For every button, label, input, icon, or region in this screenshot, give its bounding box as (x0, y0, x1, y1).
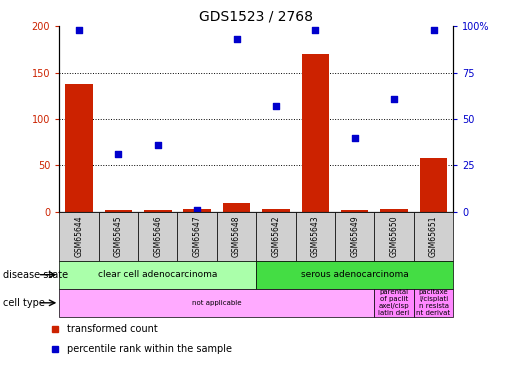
Bar (222, 202, 250, 212)
Text: transformed count: transformed count (66, 324, 158, 334)
Bar (420, 158, 448, 212)
Text: GSM65648: GSM65648 (232, 216, 241, 257)
Text: GSM65647: GSM65647 (193, 215, 201, 257)
Text: cell type: cell type (3, 298, 44, 308)
Text: GSM65649: GSM65649 (350, 215, 359, 257)
Bar (414, 212, 453, 261)
Bar (59, 212, 99, 261)
Bar (177, 212, 217, 261)
Bar (59, 289, 374, 317)
Bar (65, 84, 93, 212)
Text: GSM65643: GSM65643 (311, 215, 320, 257)
Text: serous adenocarcinoma: serous adenocarcinoma (301, 270, 408, 279)
Point (311, 27, 319, 33)
Bar (138, 212, 177, 261)
Point (193, 207, 201, 213)
Point (232, 36, 241, 42)
Bar (99, 212, 138, 261)
Text: percentile rank within the sample: percentile rank within the sample (66, 344, 232, 354)
Bar (374, 212, 414, 261)
Point (75, 27, 83, 33)
Bar (341, 210, 369, 212)
Bar (296, 212, 335, 261)
Bar (335, 212, 374, 261)
Point (272, 103, 280, 109)
Bar (217, 212, 256, 261)
Text: GSM65642: GSM65642 (271, 216, 280, 257)
Text: GSM65646: GSM65646 (153, 215, 162, 257)
Text: disease state: disease state (3, 270, 67, 280)
Text: GSM65644: GSM65644 (75, 215, 83, 257)
Text: clear cell adenocarcinoma: clear cell adenocarcinoma (98, 270, 217, 279)
Text: GSM65650: GSM65650 (390, 215, 399, 257)
Bar (380, 209, 408, 212)
Text: pacltaxe
l/cisplati
n resista
nt derivat: pacltaxe l/cisplati n resista nt derivat (417, 290, 451, 316)
Bar (256, 261, 453, 289)
Bar (374, 289, 414, 317)
Bar (262, 209, 290, 212)
Bar (144, 210, 171, 212)
Text: GSM65645: GSM65645 (114, 215, 123, 257)
Bar (183, 209, 211, 212)
Bar (105, 210, 132, 212)
Point (390, 96, 398, 102)
Text: not applicable: not applicable (192, 300, 242, 306)
Point (351, 135, 359, 141)
Point (430, 27, 438, 33)
Point (153, 142, 162, 148)
Text: GSM65651: GSM65651 (429, 216, 438, 257)
Bar (59, 261, 256, 289)
Text: parental
of paclit
axel/cisp
latin deri: parental of paclit axel/cisp latin deri (379, 290, 410, 316)
Bar (414, 289, 453, 317)
Title: GDS1523 / 2768: GDS1523 / 2768 (199, 10, 313, 24)
Point (114, 152, 123, 157)
Bar (256, 212, 296, 261)
Bar (301, 54, 329, 212)
